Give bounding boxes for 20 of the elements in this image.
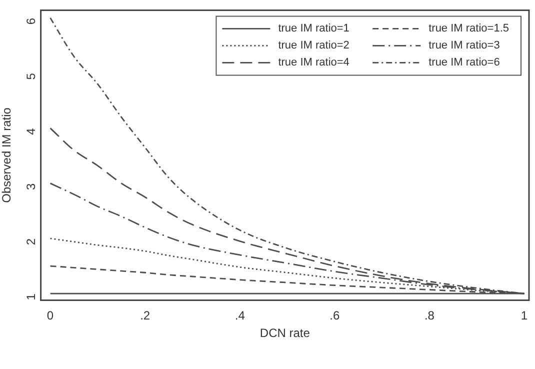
- legend-label: true IM ratio=3: [428, 40, 500, 52]
- y-tick-label: 1: [24, 293, 38, 300]
- x-tick-label: 1: [520, 308, 528, 323]
- y-tick-label: 2: [24, 238, 38, 246]
- legend-label: true IM ratio=6: [428, 56, 500, 69]
- x-tick-label: 0: [46, 308, 54, 323]
- y-axis-title: Observed IM ratio: [0, 107, 14, 203]
- x-axis-title: DCN rate: [260, 326, 310, 340]
- x-tick-label: .8: [424, 308, 435, 323]
- legend-label: true IM ratio=4: [278, 56, 350, 69]
- x-tick-label: .6: [330, 308, 340, 323]
- y-tick-label: 5: [24, 72, 38, 80]
- legend-label: true IM ratio=2: [278, 40, 350, 52]
- y-tick-label: 6: [24, 18, 38, 25]
- y-tick-label: 4: [24, 128, 38, 135]
- y-tick-label: 3: [24, 183, 38, 190]
- x-tick-label: .2: [140, 308, 150, 323]
- legend-label: true IM ratio=1: [278, 22, 350, 35]
- legend-label: true IM ratio=1.5: [428, 22, 510, 35]
- x-tick-label: .4: [234, 308, 246, 323]
